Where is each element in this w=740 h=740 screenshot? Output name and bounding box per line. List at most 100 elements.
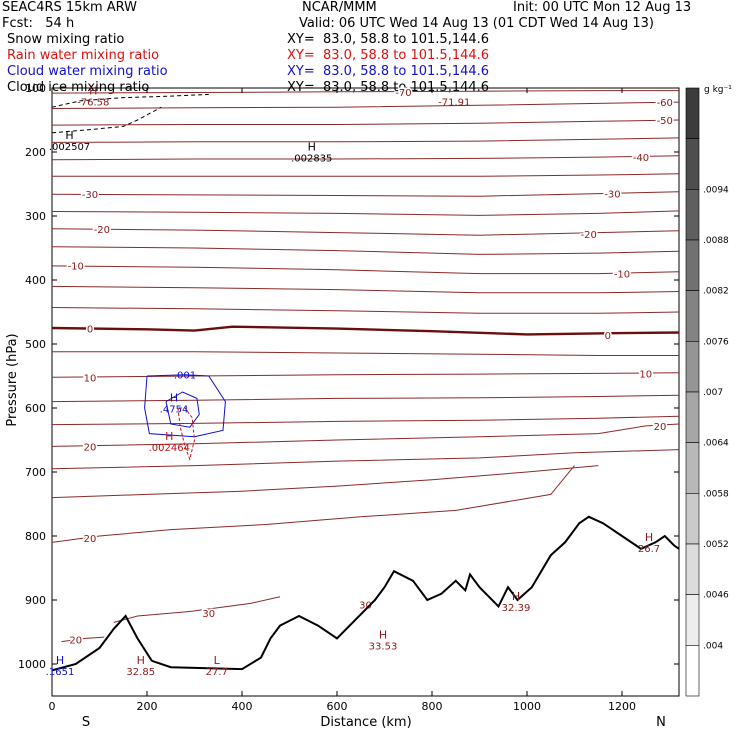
- extremum-marker: H: [512, 590, 520, 603]
- temperature-contour-label: 20: [69, 636, 82, 647]
- extremum-value: -76.58: [77, 97, 109, 108]
- colorbar-swatch: [685, 189, 700, 241]
- extremum-marker: H: [645, 531, 653, 544]
- field-xy-rain: XY= 83.0, 58.8 to 101.5,144.6: [287, 48, 490, 63]
- terrain-surface-line: [51, 515, 680, 672]
- x-tick-label: 800: [422, 700, 443, 713]
- x-tick-label: 1200: [608, 700, 636, 713]
- temperature-contour-label: -40: [633, 153, 649, 164]
- extremum-marker: H: [379, 628, 387, 641]
- colorbar-swatch: [685, 87, 700, 139]
- plot-frame: [51, 87, 680, 697]
- temperature-contour: [51, 210, 680, 216]
- extremum-value: .4754: [160, 405, 189, 416]
- temperature-contour: [51, 101, 680, 109]
- temperature-contour: [51, 155, 680, 161]
- temperature-contour-label: 0: [87, 325, 93, 336]
- colorbar-label: .0076: [703, 337, 729, 347]
- temperature-contour-label: 10: [84, 373, 97, 384]
- extremum-marker: H: [170, 392, 178, 405]
- colorbar-label: .004: [703, 641, 723, 651]
- temperature-contour: [51, 307, 680, 314]
- snow-contour: [51, 106, 162, 134]
- temperature-contour: [51, 228, 680, 236]
- temperature-contour-label: -30: [82, 190, 98, 201]
- colorbar-swatch: [685, 391, 700, 443]
- field-name-snow: Snow mixing ratio: [7, 32, 125, 47]
- temperature-contour: [51, 449, 680, 470]
- x-tick-label: 0: [49, 700, 56, 713]
- colorbar-label: .0052: [703, 540, 729, 550]
- y-tick-label: 1000: [18, 658, 46, 671]
- temperature-contour-label: -20: [94, 225, 110, 236]
- extremum-value: .002835: [291, 154, 332, 165]
- colorbar-label: .0082: [703, 287, 729, 297]
- field-xy-cloud-water: XY= 83.0, 58.8 to 101.5,144.6: [287, 64, 490, 79]
- extremum-marker: L: [214, 654, 221, 667]
- extremum-value: .1651: [46, 667, 75, 678]
- temperature-contour-label: 20: [654, 422, 667, 433]
- temperature-contour: [51, 265, 680, 275]
- temperature-contour: [51, 119, 680, 126]
- temperature-contour: [51, 90, 679, 94]
- y-tick-label: 600: [25, 402, 46, 415]
- field-xy-snow: XY= 83.0, 58.8 to 101.5,144.6: [287, 32, 490, 47]
- y-tick-label: 100: [25, 82, 46, 95]
- y-tick-label: 700: [25, 466, 46, 479]
- extremum-value: -71.91: [438, 97, 470, 108]
- temperature-contour: [51, 423, 680, 447]
- temperature-contour: [113, 596, 281, 623]
- colorbar-swatch: [685, 239, 700, 291]
- colorbar-swatch: [685, 138, 700, 190]
- x-tick-label: 1000: [513, 700, 541, 713]
- temperature-contour-label: 10: [639, 369, 652, 380]
- x-tick-label: 400: [232, 700, 253, 713]
- forecast-hour: Fcst: 54 h: [2, 16, 75, 31]
- temperature-contour: [51, 137, 680, 143]
- temperature-contour-label: -10: [614, 270, 630, 281]
- cloud-water-contour: [144, 374, 226, 438]
- x-left-endpoint: S: [82, 715, 90, 730]
- org-label: NCAR/MMM: [302, 0, 377, 15]
- temperature-contour: [51, 465, 599, 499]
- field-name-cloud-water: Cloud water mixing ratio: [7, 64, 168, 79]
- colorbar-label: .0094: [703, 185, 729, 195]
- temperature-contour-label: 0: [605, 331, 611, 342]
- y-tick-label: 500: [25, 338, 46, 351]
- init-time: Init: 00 UTC Mon 12 Aug 13: [513, 0, 692, 15]
- temperature-contour-label: -50: [657, 116, 673, 127]
- extremum-value: 27.7: [206, 667, 228, 678]
- extremum-value: 32.39: [502, 603, 531, 614]
- temperature-contour-label: 20: [84, 442, 97, 453]
- y-tick-label: 200: [25, 146, 46, 159]
- temperature-contour: [51, 372, 680, 378]
- extremum-marker: H: [308, 141, 316, 154]
- colorbar-swatch: [685, 493, 700, 545]
- extremum-marker: H: [56, 654, 64, 667]
- extremum-value: .002464: [149, 443, 190, 454]
- temperature-contour: [61, 636, 105, 643]
- colorbar-label: .0058: [703, 489, 729, 499]
- colorbar-label: .0064: [703, 439, 729, 449]
- temperature-contour-label: -30: [604, 190, 620, 201]
- temperature-contour: [51, 246, 680, 255]
- temperature-contour-label: -60: [657, 98, 673, 109]
- extremum-value: 26.7: [638, 544, 660, 555]
- temperature-contour: [51, 394, 680, 403]
- temperature-contour: [52, 173, 680, 177]
- temperature-contour: [52, 351, 679, 356]
- x-tick-label: 200: [137, 700, 158, 713]
- temperature-contour: [51, 465, 575, 543]
- y-axis-label: Pressure (hPa): [5, 333, 20, 426]
- colorbar-swatch: [685, 594, 700, 646]
- temperature-contour: [51, 325, 680, 336]
- colorbar-label: .0046: [703, 591, 729, 601]
- temperature-contour: [51, 191, 680, 197]
- extremum-marker: H: [65, 129, 73, 142]
- colorbar-swatch: [685, 645, 700, 697]
- cloud-water-contour-label: .001: [174, 371, 196, 382]
- temperature-contour: [51, 285, 680, 294]
- x-tick-label: 600: [327, 700, 348, 713]
- temperature-contour-label: -10: [68, 261, 84, 272]
